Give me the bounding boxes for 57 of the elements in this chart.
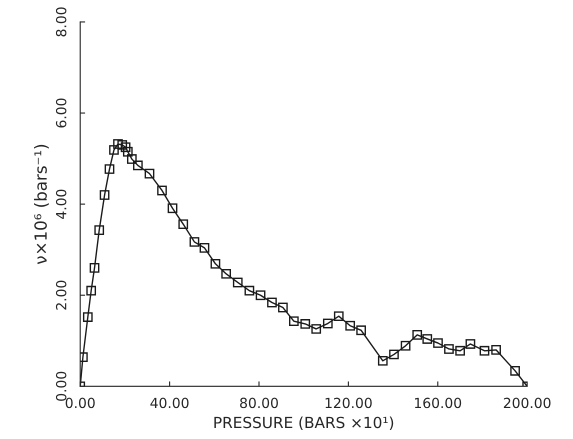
point [86, 286, 96, 296]
point [210, 258, 220, 269]
point [378, 356, 388, 366]
point [100, 190, 110, 200]
point [117, 140, 128, 150]
point [466, 339, 476, 349]
y-tick-label: 4.00 [56, 190, 66, 219]
point [190, 237, 200, 247]
point [322, 318, 333, 328]
x-tick-label: 120.00 [326, 398, 372, 408]
point [311, 324, 322, 334]
point [157, 186, 167, 196]
y-axis-title: ν×10⁶ (bars⁻¹) [34, 144, 49, 264]
point [120, 142, 130, 152]
point [480, 346, 490, 356]
point [510, 366, 520, 376]
point [345, 320, 356, 331]
point [389, 350, 399, 360]
point [90, 263, 100, 273]
point [491, 345, 501, 355]
point [122, 146, 133, 157]
point [178, 219, 188, 230]
point [267, 298, 277, 308]
point [221, 268, 232, 279]
point [433, 338, 443, 348]
point [168, 203, 178, 214]
point [244, 286, 254, 296]
x-tick-label: 160.00 [415, 398, 462, 408]
point [444, 344, 454, 354]
x-tick-label: 0.00 [66, 398, 95, 408]
x-tick-label: 200.00 [504, 398, 551, 408]
point [334, 311, 344, 322]
x-axis-title: PRESSURE (BARS ×10¹) [214, 416, 394, 430]
point [256, 290, 266, 300]
x-tick-label: 40.00 [150, 398, 189, 408]
y-tick-label: 8.00 [56, 7, 66, 36]
point [278, 302, 288, 312]
point [126, 154, 137, 164]
point [455, 346, 465, 356]
point [94, 225, 104, 235]
point [356, 325, 366, 336]
point [412, 330, 422, 340]
y-tick-label: 2.00 [56, 280, 66, 310]
point [82, 312, 93, 322]
point [113, 139, 123, 149]
point [422, 334, 432, 344]
point [232, 278, 243, 288]
point [288, 316, 299, 326]
point [200, 243, 210, 253]
point [109, 145, 119, 155]
y-tick-label: 6.00 [56, 98, 66, 128]
point [144, 168, 154, 178]
point [300, 319, 310, 329]
point [104, 164, 114, 174]
point [133, 160, 143, 170]
x-tick-label: 80.00 [240, 398, 278, 408]
point [400, 340, 410, 351]
